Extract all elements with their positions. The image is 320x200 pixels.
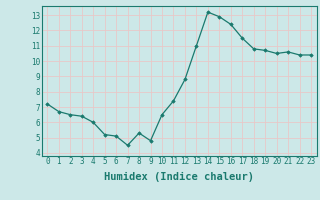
X-axis label: Humidex (Indice chaleur): Humidex (Indice chaleur) bbox=[104, 172, 254, 182]
